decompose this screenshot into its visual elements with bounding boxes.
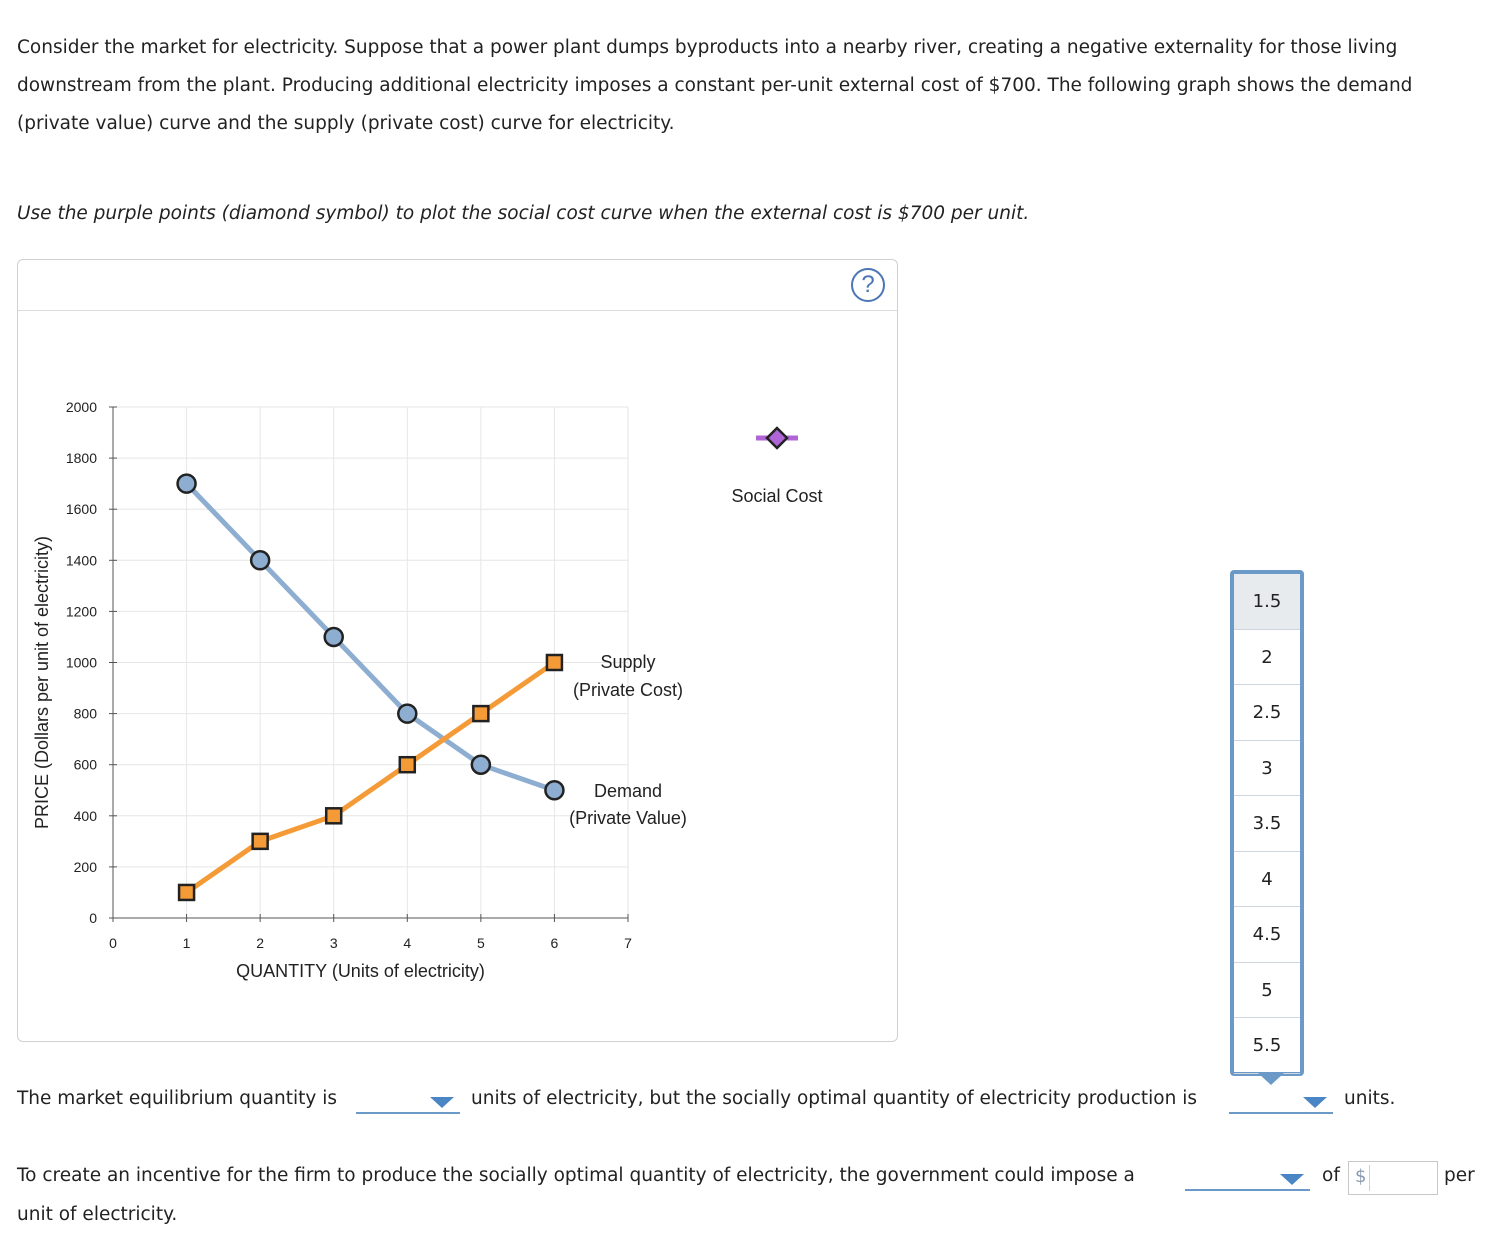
question-intro: Consider the market for electricity. Sup… [17, 37, 1413, 134]
quantity-dropdown-list[interactable]: 1.5 2 2.5 3 3.5 4 4.5 5 5.5 [1230, 570, 1304, 1085]
dropdown-caret-icon [1258, 1073, 1284, 1085]
incentive-text-end: unit of electricity. [17, 1204, 178, 1225]
graph-panel: ? 0 200 400 600 800 1000 1200 1400 1600 1800 2000 0… [17, 259, 898, 1042]
y-tick-label: 200 [74, 859, 98, 875]
dropdown-option[interactable]: 2.5 [1234, 685, 1300, 741]
question-instruction: Use the purple points (diamond symbol) t… [17, 203, 1030, 224]
supply-point[interactable] [472, 704, 490, 723]
dropdown-option[interactable]: 2 [1234, 630, 1300, 685]
x-tick-label: 0 [109, 935, 117, 951]
dropdown-option[interactable]: 5.5 [1234, 1018, 1300, 1074]
supply-point[interactable] [251, 832, 269, 851]
x-tick-label: 2 [256, 935, 264, 951]
demand-label-sub: (Private Value) [569, 808, 687, 828]
supply-label-sub: (Private Cost) [573, 680, 683, 700]
incentive-text-prefix: To create an incentive for the firm to p… [17, 1165, 1135, 1186]
y-axis-title: PRICE (Dollars per unit of electricity) [32, 536, 52, 829]
supply-point[interactable] [545, 653, 564, 672]
price-quantity-chart: 0 200 400 600 800 1000 1200 1400 1600 1800 2000 0 1 2… [32, 399, 823, 981]
x-tick-label: 3 [330, 935, 338, 951]
demand-point[interactable] [470, 754, 492, 775]
supply-curve [185, 660, 556, 895]
incentive-text-per: per [1444, 1165, 1475, 1186]
chevron-down-icon [1280, 1174, 1304, 1185]
social-optimum-quantity-select[interactable] [1229, 1088, 1333, 1114]
demand-point[interactable] [249, 550, 271, 571]
help-icon[interactable]: ? [851, 268, 885, 302]
incentive-text-of: of [1322, 1165, 1340, 1186]
demand-point[interactable] [397, 703, 418, 724]
equilibrium-text-prefix: The market equilibrium quantity is [17, 1088, 337, 1109]
dropdown-option[interactable]: 4 [1234, 852, 1300, 907]
demand-point[interactable] [544, 780, 565, 801]
chevron-down-icon [430, 1097, 454, 1108]
y-tick-label: 600 [74, 757, 98, 773]
policy-type-select[interactable] [1185, 1165, 1310, 1191]
x-tick-label: 6 [551, 935, 559, 951]
dropdown-option[interactable]: 5 [1234, 963, 1300, 1018]
supply-point[interactable] [177, 883, 196, 902]
equilibrium-text-middle: units of electricity, but the socially o… [471, 1088, 1197, 1109]
dropdown-option[interactable]: 1.5 [1234, 574, 1300, 630]
dropdown-option[interactable]: 3 [1234, 741, 1300, 796]
y-tick-label: 1000 [66, 655, 97, 671]
demand-point[interactable] [176, 473, 197, 494]
equilibrium-text-suffix: units. [1344, 1088, 1396, 1109]
y-tick-label: 1800 [66, 450, 97, 466]
demand-point[interactable] [323, 626, 344, 648]
x-tick-label: 5 [477, 935, 485, 951]
y-tick-label: 400 [74, 808, 98, 824]
demand-curve [184, 481, 556, 793]
x-tick-label: 7 [624, 935, 632, 951]
graph-toolbar: ? [18, 260, 897, 311]
supply-point[interactable] [398, 755, 417, 774]
x-axis-title: QUANTITY (Units of electricity) [236, 961, 485, 981]
y-tick-label: 1200 [66, 603, 97, 619]
equilibrium-quantity-select[interactable] [356, 1088, 460, 1114]
social-cost-diamond-icon[interactable] [765, 426, 789, 450]
tax-amount-input[interactable]: $ [1348, 1161, 1438, 1195]
x-tick-label: 1 [183, 935, 191, 951]
y-tick-label: 800 [74, 706, 98, 722]
currency-symbol: $ [1355, 1166, 1367, 1187]
supply-label: Supply [600, 652, 655, 672]
demand-label: Demand [594, 781, 662, 801]
y-tick-label: 2000 [66, 399, 97, 415]
social-cost-label: Social Cost [731, 486, 822, 506]
chevron-down-icon [1303, 1097, 1327, 1108]
x-tick-label: 4 [403, 935, 411, 951]
dropdown-option[interactable]: 4.5 [1234, 907, 1300, 963]
y-tick-label: 1600 [66, 501, 97, 517]
y-tick-label: 1400 [66, 552, 97, 568]
y-tick-label: 0 [89, 910, 97, 926]
supply-point[interactable] [324, 807, 343, 825]
dropdown-option[interactable]: 3.5 [1234, 796, 1300, 852]
